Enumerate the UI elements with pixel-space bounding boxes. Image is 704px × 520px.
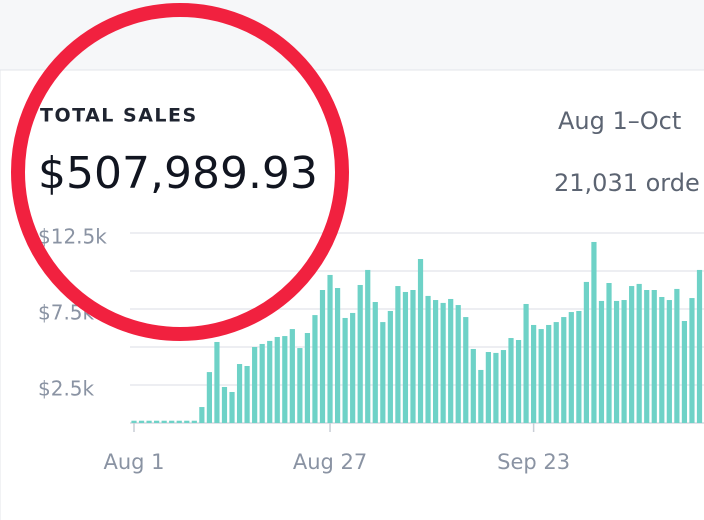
bar xyxy=(515,340,522,423)
bar xyxy=(659,296,665,423)
bar xyxy=(538,329,544,423)
bar xyxy=(282,336,288,423)
bar xyxy=(606,283,612,423)
bar xyxy=(583,281,589,423)
bar xyxy=(259,343,265,423)
bar xyxy=(463,317,469,423)
bar xyxy=(500,350,507,423)
highlight-circle xyxy=(11,3,349,341)
bar xyxy=(417,258,424,423)
bar xyxy=(470,348,476,423)
bar xyxy=(380,322,386,423)
bar xyxy=(297,348,303,423)
bar xyxy=(169,420,175,423)
bar xyxy=(191,420,197,423)
bar xyxy=(546,324,552,423)
bar xyxy=(508,338,514,423)
bar xyxy=(154,420,160,423)
bar xyxy=(553,322,559,423)
bar xyxy=(531,324,537,423)
bar xyxy=(131,420,137,423)
bar xyxy=(387,310,393,423)
bar xyxy=(493,352,499,423)
bar xyxy=(440,302,446,423)
bar xyxy=(289,329,295,423)
x-tick-label: Aug 27 xyxy=(293,450,367,474)
bar xyxy=(252,347,258,423)
bar xyxy=(312,315,318,423)
bar xyxy=(357,284,363,423)
bar xyxy=(334,288,341,423)
bar xyxy=(327,274,333,423)
bar xyxy=(621,300,627,423)
bar xyxy=(221,386,228,423)
bar xyxy=(425,295,431,423)
bar xyxy=(433,300,439,423)
bar xyxy=(206,372,212,423)
bar xyxy=(176,420,182,423)
sales-total: $507,989.93 xyxy=(38,148,318,199)
bar xyxy=(184,420,190,423)
bar xyxy=(651,290,657,423)
bar xyxy=(598,300,605,423)
bar xyxy=(267,340,273,423)
bar xyxy=(304,333,311,423)
bar xyxy=(365,269,371,423)
bar xyxy=(644,290,650,423)
orders-count: 21,031 orde xyxy=(554,169,700,197)
bar xyxy=(319,290,326,423)
bar xyxy=(350,312,356,423)
bar xyxy=(576,310,582,423)
bar xyxy=(455,305,461,423)
sales-label: TOTAL SALES xyxy=(40,105,198,127)
date-range: Aug 1–Oct xyxy=(558,107,681,135)
bar xyxy=(138,420,145,423)
bar xyxy=(485,352,491,423)
bar xyxy=(274,336,280,423)
bar xyxy=(372,302,378,423)
bar xyxy=(448,298,454,423)
bar xyxy=(229,391,235,423)
bar xyxy=(395,286,401,423)
bar xyxy=(402,291,409,423)
x-tick-label: Sep 23 xyxy=(497,450,570,474)
bar xyxy=(342,317,348,423)
bar xyxy=(244,366,250,423)
bar xyxy=(214,341,220,423)
bar xyxy=(666,300,672,423)
bar xyxy=(561,317,567,423)
bar xyxy=(146,420,152,423)
bar xyxy=(199,407,205,423)
x-tick-label: Aug 1 xyxy=(103,450,164,474)
bar xyxy=(591,241,597,423)
y-tick-label: $2.5k xyxy=(38,377,95,401)
bar xyxy=(636,283,642,423)
bar xyxy=(236,364,243,423)
bar xyxy=(613,300,620,423)
bar xyxy=(410,290,416,423)
bar xyxy=(674,288,680,423)
y-tick-label: $12.5k xyxy=(38,225,107,249)
bar xyxy=(523,303,529,423)
bar xyxy=(681,321,688,423)
bar xyxy=(689,298,695,423)
bar xyxy=(568,312,574,423)
bar xyxy=(161,420,167,423)
bar xyxy=(478,369,484,423)
bar xyxy=(696,269,703,423)
bar xyxy=(629,286,635,423)
